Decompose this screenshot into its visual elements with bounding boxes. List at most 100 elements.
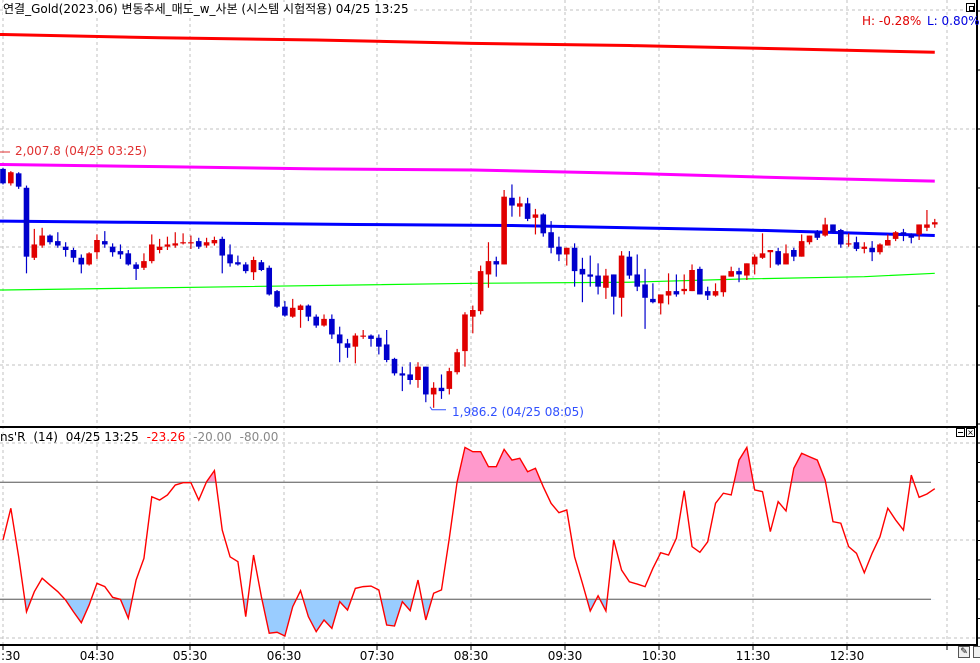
- candle: [838, 229, 844, 248]
- indicator-name: ns'R: [0, 430, 26, 444]
- time-axis-label: 11:30: [733, 649, 773, 663]
- low-change-stat: L: 0.80%: [927, 14, 980, 28]
- candle-body: [235, 262, 241, 264]
- candle-body: [877, 244, 883, 252]
- extreme-markers: [0, 152, 446, 410]
- candle-body: [642, 284, 648, 297]
- candle-body: [760, 253, 766, 257]
- candle: [775, 248, 781, 266]
- candle: [619, 251, 625, 317]
- candle: [932, 219, 938, 228]
- candle: [337, 327, 343, 363]
- candle: [79, 254, 85, 273]
- candle: [274, 290, 280, 308]
- candle: [486, 242, 492, 288]
- candle-body: [548, 232, 554, 248]
- candle-body: [431, 388, 437, 395]
- candle: [55, 232, 61, 248]
- scroll-button[interactable]: [973, 646, 980, 658]
- candle-body: [611, 274, 617, 296]
- candle-body: [893, 232, 899, 239]
- candle-body: [47, 236, 53, 243]
- candle-body: [86, 253, 92, 264]
- candle-body: [376, 338, 382, 347]
- candle-body: [71, 250, 77, 258]
- time-axis-label: 06:30: [264, 649, 304, 663]
- candle-body: [799, 241, 805, 257]
- indicator-time: 04/25 13:25: [66, 430, 139, 444]
- candle: [282, 301, 288, 317]
- candle-body: [110, 247, 116, 253]
- candle-body: [149, 244, 155, 261]
- candle-body: [306, 306, 312, 317]
- candle: [266, 266, 272, 296]
- candle: [392, 358, 398, 376]
- high-price-annotation: 2,007.8 (04/25 03:25): [15, 144, 147, 158]
- candle-body: [924, 224, 930, 227]
- candle-body: [368, 336, 374, 339]
- candle: [180, 233, 186, 244]
- candle-body: [587, 274, 593, 276]
- candle: [689, 264, 695, 291]
- candle: [634, 254, 640, 291]
- candle: [102, 231, 108, 248]
- pencil-icon[interactable]: ✎: [958, 646, 970, 658]
- candle-body: [533, 214, 539, 217]
- minimize-icon[interactable]: [956, 428, 965, 437]
- candle-body: [290, 308, 296, 317]
- candle: [830, 224, 836, 233]
- candle: [478, 266, 484, 315]
- candle-body: [744, 263, 750, 275]
- trend-line: [0, 221, 935, 235]
- candle-body: [791, 250, 797, 257]
- candle-body: [595, 276, 601, 287]
- candle-body: [39, 236, 45, 246]
- low-price-annotation: 1,986.2 (04/25 08:05): [452, 405, 584, 419]
- candle: [212, 237, 218, 246]
- candle: [705, 287, 711, 300]
- candle-body: [16, 173, 22, 186]
- candle: [760, 233, 766, 259]
- candle-body: [423, 367, 429, 395]
- candle: [172, 232, 178, 248]
- candle-body: [462, 314, 468, 351]
- candle-body: [329, 319, 335, 335]
- candle-body: [470, 310, 476, 317]
- maximize-icon[interactable]: [966, 3, 975, 12]
- candle: [893, 231, 899, 241]
- candle-body: [681, 289, 687, 291]
- candle: [595, 263, 601, 294]
- candle-body: [63, 247, 69, 250]
- candle-body: [24, 188, 30, 257]
- candle: [533, 209, 539, 235]
- candle-body: [415, 367, 421, 380]
- candle-body: [141, 261, 147, 268]
- candle: [243, 262, 249, 273]
- candle-body: [32, 244, 38, 257]
- indicator-period: (14): [33, 430, 58, 444]
- candle-body: [266, 268, 272, 295]
- candle-body: [55, 241, 61, 245]
- candle: [658, 294, 664, 314]
- candle-body: [102, 241, 108, 244]
- candle: [462, 312, 468, 366]
- candle-body: [298, 306, 304, 310]
- close-icon[interactable]: ×: [966, 428, 975, 437]
- candle-body: [94, 240, 100, 252]
- candle-body: [125, 253, 131, 264]
- candle-body: [353, 336, 359, 347]
- candle: [204, 238, 210, 248]
- candle-body: [728, 271, 734, 277]
- candle: [71, 248, 77, 262]
- candle: [854, 237, 860, 251]
- candle-body: [908, 234, 914, 237]
- candle-body: [713, 291, 719, 295]
- candle-body: [212, 240, 218, 243]
- candle-body: [447, 371, 453, 389]
- candle: [611, 274, 617, 314]
- candle: [454, 349, 460, 375]
- chart-title: 연결_Gold(2023.06) 변동추세_매도_w_사본 (시스템 시험적용)…: [3, 2, 411, 16]
- candle-body: [736, 271, 742, 274]
- candle: [877, 243, 883, 254]
- candle: [306, 304, 312, 321]
